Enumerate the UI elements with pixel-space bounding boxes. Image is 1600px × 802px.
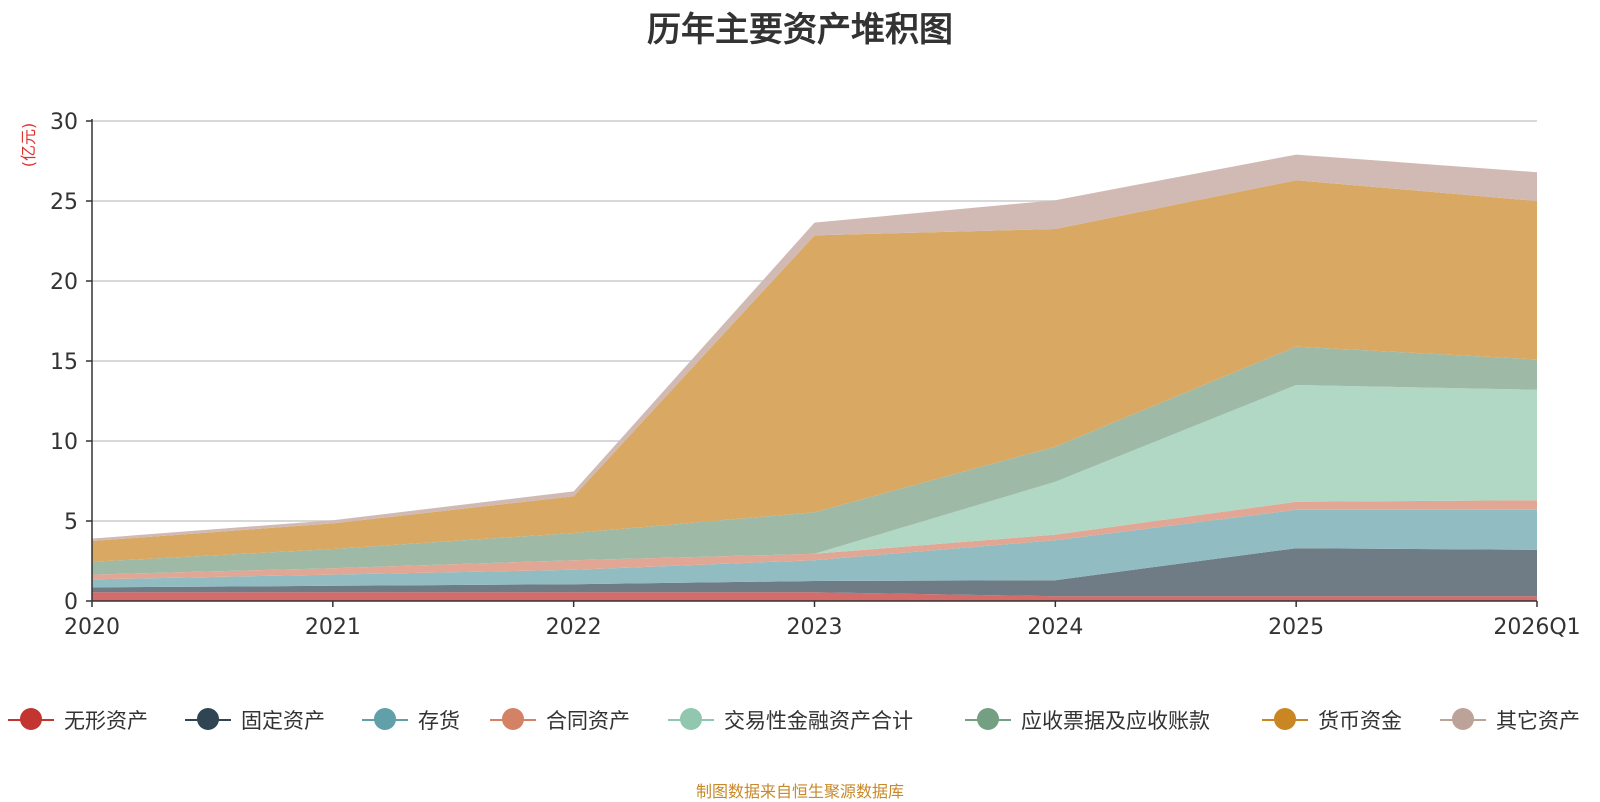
- legend-item[interactable]: 固定资产: [185, 702, 325, 738]
- legend-item[interactable]: 其它资产: [1440, 702, 1580, 738]
- area-series-6: [92, 180, 1537, 562]
- legend-item[interactable]: 存货: [362, 702, 460, 738]
- legend-item[interactable]: 应收票据及应收账款: [965, 702, 1210, 738]
- y-tick-label: 0: [64, 590, 78, 615]
- area-series-7: [92, 154, 1537, 541]
- area-series-3: [92, 500, 1537, 580]
- y-tick-label: 30: [50, 110, 78, 135]
- x-tick-label: 2021: [305, 615, 361, 640]
- y-tick-label: 25: [50, 190, 78, 215]
- area-series-4: [92, 385, 1537, 575]
- legend-label: 应收票据及应收账款: [1021, 709, 1210, 733]
- legend-label: 固定资产: [241, 709, 325, 733]
- x-tick-label: 2022: [546, 615, 602, 640]
- legend-marker-icon: [490, 702, 536, 738]
- legend-dot: [502, 708, 524, 730]
- legend-dot: [1274, 708, 1296, 730]
- area-series-5: [92, 346, 1537, 575]
- legend-marker-icon: [185, 702, 231, 738]
- legend-item[interactable]: 无形资产: [8, 702, 148, 738]
- y-tick-label: 5: [64, 510, 78, 535]
- legend-dot: [977, 708, 999, 730]
- legend-marker-icon: [668, 702, 714, 738]
- y-tick-label: 15: [50, 350, 78, 375]
- x-tick-label: 2025: [1268, 615, 1324, 640]
- source-note: 制图数据来自恒生聚源数据库: [695, 782, 904, 801]
- x-tick-label: 2024: [1027, 615, 1083, 640]
- legend: 无形资产 固定资产 存货 合同资产 交易性金融资产合计 应收票据及应收账款 货币资金 其它资产: [0, 702, 1600, 742]
- legend-dot: [374, 708, 396, 730]
- legend-marker-icon: [1262, 702, 1308, 738]
- area-series-1: [92, 548, 1537, 597]
- area-series-0: [92, 592, 1537, 601]
- legend-label: 其它资产: [1496, 709, 1580, 733]
- legend-label: 货币资金: [1318, 709, 1402, 733]
- legend-item[interactable]: 合同资产: [490, 702, 630, 738]
- x-tick-label: 2023: [787, 615, 843, 640]
- legend-marker-icon: [362, 702, 408, 738]
- area-series-2: [92, 509, 1537, 588]
- legend-marker-icon: [965, 702, 1011, 738]
- chart-title: 历年主要资产堆积图: [647, 10, 953, 50]
- legend-dot: [1452, 708, 1474, 730]
- y-axis-unit-label: (亿元): [19, 123, 38, 168]
- y-tick-label: 20: [50, 270, 78, 295]
- stacked-areas: [92, 154, 1537, 601]
- x-tick-label: 2020: [64, 615, 120, 640]
- legend-dot: [680, 708, 702, 730]
- legend-dot: [20, 708, 42, 730]
- legend-marker-icon: [1440, 702, 1486, 738]
- x-tick-label: 2026Q1: [1493, 615, 1580, 640]
- legend-label: 存货: [418, 709, 460, 733]
- legend-label: 合同资产: [546, 709, 630, 733]
- legend-item[interactable]: 货币资金: [1262, 702, 1402, 738]
- legend-label: 无形资产: [64, 709, 148, 733]
- legend-marker-icon: [8, 702, 54, 738]
- legend-item[interactable]: 交易性金融资产合计: [668, 702, 913, 738]
- y-tick-label: 10: [50, 430, 78, 455]
- legend-label: 交易性金融资产合计: [724, 709, 913, 733]
- legend-dot: [197, 708, 219, 730]
